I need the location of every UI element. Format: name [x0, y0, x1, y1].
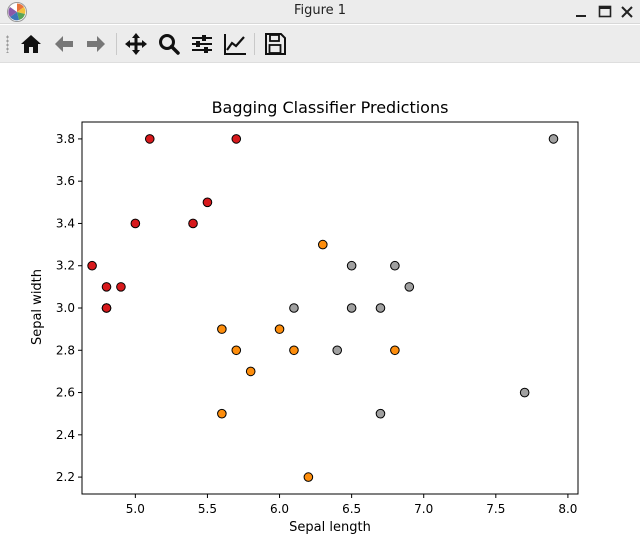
- toolbar-separator: [116, 33, 117, 55]
- save-button[interactable]: [262, 31, 288, 57]
- y-tick-label: 3.2: [56, 259, 75, 273]
- scatter-point: [144, 134, 155, 144]
- line-chart-icon: [224, 34, 246, 55]
- scatter-point: [217, 408, 227, 419]
- x-axis-label: Sepal length: [289, 520, 371, 535]
- configure-subplots-button[interactable]: [189, 31, 215, 57]
- x-tick-label: 6.5: [342, 502, 361, 516]
- scatter-point: [375, 303, 386, 313]
- scatter-point: [188, 218, 198, 229]
- scatter-point: [317, 239, 328, 250]
- scatter-point: [116, 282, 126, 292]
- scatter-point: [231, 134, 242, 144]
- matplotlib-logo-icon: [7, 2, 27, 22]
- title-bar: Figure 1: [0, 0, 640, 24]
- scatter-point: [519, 387, 530, 398]
- y-tick-label: 3.0: [56, 301, 75, 315]
- minimize-icon[interactable]: [572, 3, 590, 21]
- scatter-point: [303, 472, 314, 482]
- toolbar-grip: [6, 35, 9, 53]
- scatter-point: [130, 218, 141, 229]
- home-icon: [21, 35, 41, 53]
- scatter-point: [289, 303, 299, 313]
- x-tick-label: 8.0: [558, 502, 577, 516]
- move-icon: [125, 33, 147, 55]
- home-button[interactable]: [18, 31, 44, 57]
- close-icon[interactable]: [618, 3, 636, 21]
- scatter-point: [289, 345, 299, 356]
- scatter-point: [274, 324, 285, 334]
- scatter-point: [375, 408, 386, 419]
- maximize-icon[interactable]: [596, 3, 614, 21]
- y-axis-label: Sepal width: [30, 269, 45, 345]
- magnifier-icon: [159, 34, 180, 55]
- arrow-left-icon: [55, 36, 73, 52]
- back-button[interactable]: [51, 31, 77, 57]
- window-title: Figure 1: [293, 3, 347, 18]
- pan-button[interactable]: [123, 31, 149, 57]
- x-tick-label: 7.0: [414, 502, 433, 516]
- scatter-point: [390, 260, 400, 271]
- x-tick-label: 7.5: [486, 502, 505, 516]
- figure-canvas[interactable]: Bagging Classifier Predictions Sepal len…: [0, 64, 640, 543]
- forward-button[interactable]: [83, 31, 109, 57]
- scatter-plot: Bagging Classifier Predictions Sepal len…: [30, 98, 579, 535]
- scatter-point: [245, 366, 256, 377]
- scatter-point: [404, 282, 415, 292]
- axis-ticks: 5.0 5.5 6.0 6.5 7.0 7.5 8.0 2.2 2.4 2.6 2.8 3.0 3.2 3…: [56, 132, 578, 516]
- y-tick-label: 3.4: [56, 216, 75, 230]
- chart-title: Bagging Classifier Predictions: [212, 98, 449, 117]
- x-tick-label: 5.5: [198, 502, 217, 516]
- scatter-point: [390, 345, 400, 356]
- y-tick-label: 2.4: [56, 428, 75, 442]
- axes-frame: [81, 121, 579, 495]
- edit-axis-button[interactable]: [222, 31, 248, 57]
- data-points: [87, 134, 559, 482]
- sliders-icon: [192, 35, 212, 53]
- scatter-point: [548, 134, 559, 144]
- scatter-point: [346, 260, 357, 271]
- y-tick-label: 2.6: [56, 386, 75, 400]
- floppy-disk-icon: [265, 33, 286, 55]
- x-tick-label: 5.0: [126, 502, 145, 516]
- zoom-button[interactable]: [156, 31, 182, 57]
- scatter-point: [87, 260, 97, 271]
- toolbar-separator: [254, 33, 255, 55]
- scatter-point: [202, 197, 213, 208]
- x-tick-label: 6.0: [270, 502, 289, 516]
- y-tick-label: 2.8: [56, 343, 75, 357]
- scatter-point: [101, 303, 112, 313]
- arrow-right-icon: [87, 36, 105, 52]
- scatter-point: [332, 345, 343, 356]
- scatter-point: [231, 345, 242, 356]
- y-tick-label: 2.2: [56, 470, 75, 484]
- y-tick-label: 3.8: [56, 132, 75, 146]
- navigation-toolbar: [0, 25, 640, 63]
- scatter-point: [346, 303, 357, 313]
- scatter-point: [217, 324, 227, 334]
- y-tick-label: 3.6: [56, 174, 75, 188]
- scatter-point: [101, 282, 112, 292]
